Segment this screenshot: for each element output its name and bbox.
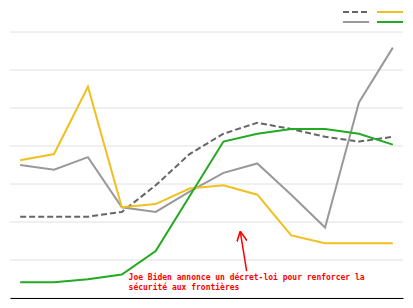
annotation: Joe Biden annonce un décret-loi pour ren… <box>129 232 365 292</box>
grid-line <box>10 70 403 71</box>
y-axis-line <box>10 33 11 299</box>
y-axis <box>10 33 12 299</box>
grid-line <box>10 184 403 185</box>
legend <box>343 12 403 22</box>
series-line <box>20 48 393 228</box>
plot-area: Joe Biden annonce un décret-loi pour ren… <box>10 32 404 299</box>
series-line <box>20 129 393 282</box>
grid-line <box>10 146 403 147</box>
grid-line <box>10 298 403 299</box>
chart: Joe Biden annonce un décret-loi pour ren… <box>0 0 413 308</box>
annotation-arrow <box>240 232 246 271</box>
legend-swatch <box>377 21 403 23</box>
annotation-text: Joe Biden annonce un décret-loi pour ren… <box>129 272 365 292</box>
lines <box>20 48 393 283</box>
grid-line <box>10 222 403 223</box>
grid <box>10 32 403 298</box>
grid-line <box>10 260 403 261</box>
series-line <box>20 87 393 243</box>
legend-swatch <box>377 11 403 13</box>
grid-line <box>10 108 403 109</box>
legend-swatch <box>343 21 369 23</box>
x-axis <box>11 298 404 299</box>
legend-swatch <box>343 11 369 13</box>
grid-line <box>10 32 403 33</box>
x-axis-line <box>11 298 404 299</box>
